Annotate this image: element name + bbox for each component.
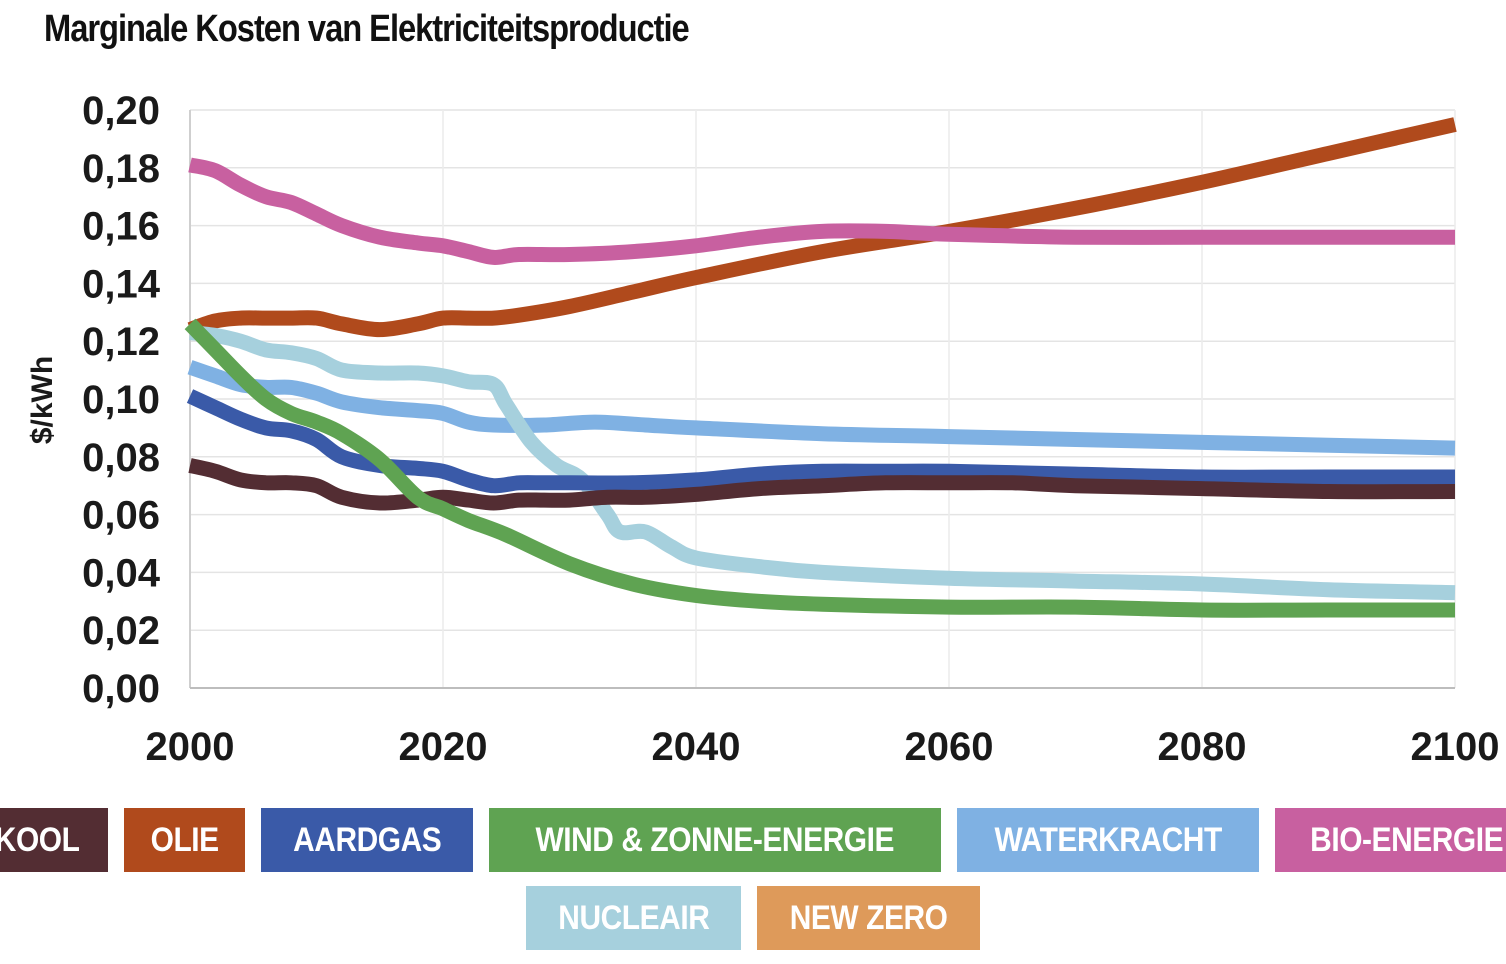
y-tick-label: 0,04 <box>82 551 161 595</box>
series-line-kool <box>188 458 1456 511</box>
x-tick-label: 2080 <box>1158 725 1247 769</box>
series-lines <box>184 117 1457 618</box>
y-tick-label: 0,16 <box>82 205 160 249</box>
legend-label: KOOL <box>0 820 80 859</box>
y-tick-label: 0,12 <box>82 320 160 364</box>
legend-label: WIND & ZONNE-ENERGIE <box>535 820 895 859</box>
legend-label: NEW ZERO <box>789 898 948 937</box>
series-line-aardgas <box>186 389 1456 494</box>
legend-label: NUCLEAIR <box>557 898 710 937</box>
legend-item[interactable]: NUCLEAIR <box>525 886 742 950</box>
line-chart: 0,00 0,02 0,04 0,06 0,08 0,10 0,12 0,14 0,16 0,18… <box>26 89 1500 769</box>
x-tick-label: 2040 <box>652 725 741 769</box>
legend: KOOL OLIE AARDGAS WIND & ZONNE-ENERGIE WATER… <box>0 808 1506 964</box>
x-tick-label: 2000 <box>146 725 235 769</box>
legend-item[interactable]: WIND & ZONNE-ENERGIE <box>489 808 941 872</box>
y-tick-label: 0,02 <box>82 609 160 653</box>
x-tick-label: 2100 <box>1411 725 1500 769</box>
series-line-waterkracht <box>187 360 1456 456</box>
y-tick-label: 0,08 <box>82 436 160 480</box>
legend-item[interactable]: WATERKRACHT <box>956 808 1260 872</box>
legend-label: WATERKRACHT <box>994 820 1222 859</box>
legend-label: AARDGAS <box>293 820 442 859</box>
legend-label: BIO-ENERGIE <box>1310 820 1504 859</box>
y-tick-label: 0,20 <box>82 89 160 133</box>
legend-item[interactable]: OLIE <box>123 808 246 872</box>
series-line-wind-zonne-energie <box>184 318 1455 618</box>
legend-label: OLIE <box>150 820 219 859</box>
y-tick-label: 0,18 <box>82 147 160 191</box>
legend-item[interactable]: KOOL <box>0 808 108 872</box>
series-line-nucleair <box>189 325 1456 601</box>
y-tick-labels: 0,00 0,02 0,04 0,06 0,08 0,10 0,12 0,14 0,16 0,18… <box>82 89 161 711</box>
y-tick-label: 0,14 <box>82 262 161 306</box>
legend-item[interactable]: BIO-ENERGIE <box>1275 808 1506 872</box>
legend-item[interactable]: NEW ZERO <box>757 886 981 950</box>
y-tick-label: 0,06 <box>82 494 160 538</box>
x-tick-label: 2020 <box>399 725 488 769</box>
y-tick-label: 0,00 <box>82 667 160 711</box>
legend-row: KOOL OLIE AARDGAS WIND & ZONNE-ENERGIE WATER… <box>0 808 1506 872</box>
series-line-olie <box>187 117 1457 338</box>
legend-row: NUCLEAIR NEW ZERO <box>0 886 1506 950</box>
legend-item[interactable]: AARDGAS <box>261 808 474 872</box>
y-axis-label: $/kWh <box>26 356 59 444</box>
y-tick-label: 0,10 <box>82 378 160 422</box>
series-line-bio-energie <box>188 157 1456 265</box>
chart-title: Marginale Kosten van Elektriciteitsprodu… <box>44 8 690 50</box>
x-tick-labels: 2000 2020 2040 2060 2080 2100 <box>146 725 1500 769</box>
x-tick-label: 2060 <box>905 725 994 769</box>
